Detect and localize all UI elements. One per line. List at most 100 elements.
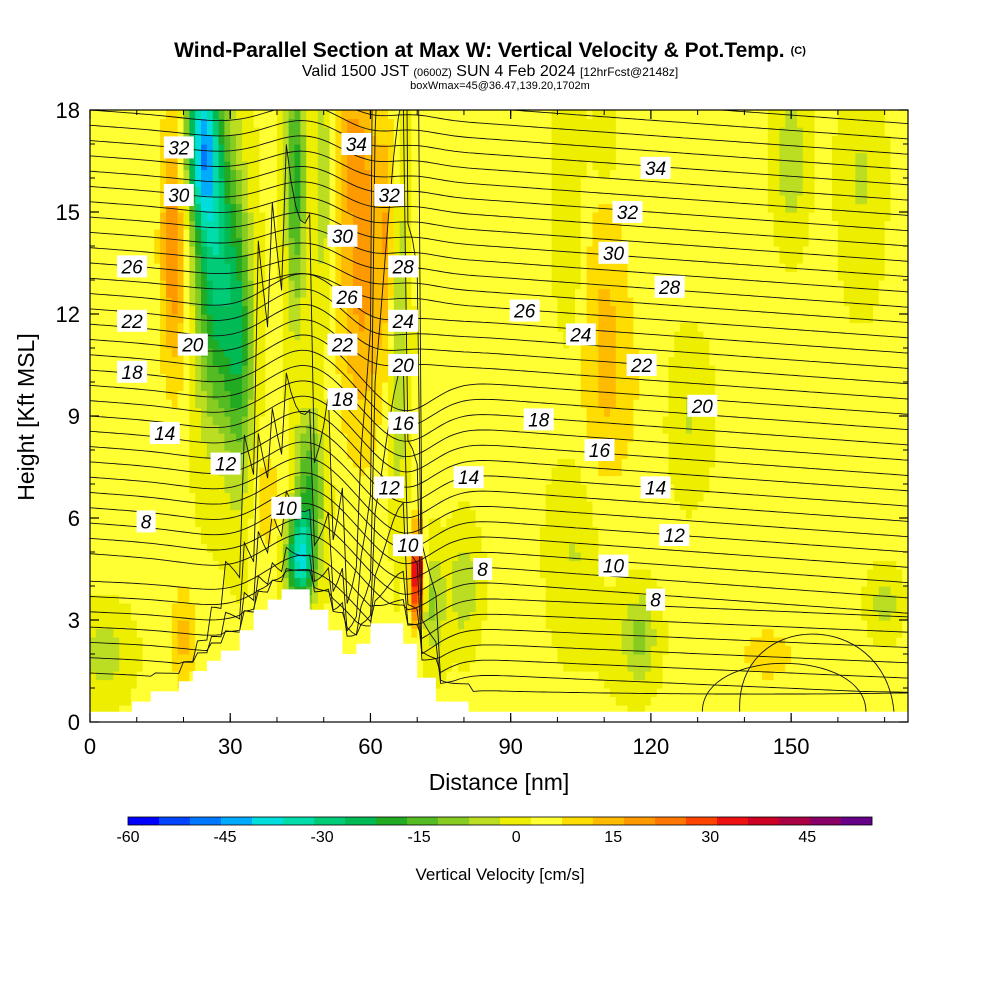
w-cell bbox=[113, 543, 120, 553]
w-cell bbox=[247, 424, 255, 434]
w-cell bbox=[352, 280, 360, 290]
w-cell bbox=[224, 195, 231, 205]
w-cell bbox=[177, 407, 185, 417]
w-cell bbox=[440, 280, 448, 290]
w-cell bbox=[317, 280, 325, 290]
w-cell bbox=[113, 246, 120, 256]
w-cell bbox=[171, 229, 179, 239]
w-cell bbox=[271, 441, 278, 451]
w-cell bbox=[335, 577, 342, 587]
w-cell bbox=[206, 305, 214, 315]
w-cell bbox=[241, 118, 249, 128]
w-cell bbox=[206, 654, 214, 664]
w-cell bbox=[288, 552, 296, 562]
w-cell bbox=[165, 322, 173, 332]
w-cell bbox=[475, 373, 483, 383]
w-cell bbox=[259, 390, 266, 400]
w-cell bbox=[382, 339, 389, 349]
w-cell bbox=[259, 492, 266, 502]
w-cell bbox=[212, 433, 220, 443]
w-cell bbox=[469, 212, 477, 222]
w-cell bbox=[177, 535, 185, 545]
w-cell bbox=[206, 645, 214, 655]
w-cell bbox=[171, 110, 179, 120]
w-cell bbox=[440, 373, 448, 383]
w-cell bbox=[101, 671, 109, 681]
w-cell bbox=[276, 458, 284, 468]
w-cell bbox=[434, 399, 442, 409]
w-cell bbox=[241, 212, 249, 222]
w-cell bbox=[183, 382, 190, 392]
w-cell bbox=[95, 305, 103, 315]
w-cell bbox=[317, 586, 325, 596]
w-cell bbox=[463, 628, 471, 638]
w-cell bbox=[160, 535, 167, 545]
w-cell bbox=[282, 467, 290, 477]
w-cell bbox=[95, 110, 103, 120]
w-cell bbox=[195, 535, 202, 545]
w-cell bbox=[358, 246, 366, 256]
w-cell bbox=[201, 280, 208, 290]
w-cell bbox=[241, 586, 249, 596]
w-cell bbox=[306, 246, 313, 256]
w-cell bbox=[300, 382, 307, 392]
w-cell bbox=[434, 161, 442, 171]
w-cell bbox=[335, 118, 342, 128]
w-cell bbox=[440, 671, 448, 681]
w-cell bbox=[312, 594, 319, 604]
w-cell bbox=[259, 169, 266, 179]
w-cell bbox=[475, 501, 483, 511]
w-cell bbox=[201, 501, 208, 511]
w-cell bbox=[95, 186, 103, 196]
w-cell bbox=[125, 535, 132, 545]
w-cell bbox=[107, 569, 114, 579]
w-cell bbox=[154, 416, 161, 426]
w-cell bbox=[247, 339, 255, 349]
w-cell bbox=[201, 203, 208, 213]
w-cell bbox=[90, 501, 97, 511]
w-cell bbox=[95, 441, 103, 451]
w-cell bbox=[312, 399, 319, 409]
w-cell bbox=[423, 271, 430, 281]
w-cell bbox=[282, 382, 290, 392]
w-cell bbox=[189, 577, 196, 587]
w-cell bbox=[481, 356, 488, 366]
w-cell bbox=[119, 688, 126, 698]
w-cell bbox=[428, 288, 436, 298]
w-cell bbox=[171, 518, 179, 528]
w-cell bbox=[130, 416, 138, 426]
w-cell bbox=[469, 263, 477, 273]
w-cell bbox=[154, 161, 161, 171]
w-cell bbox=[160, 526, 167, 536]
w-cell bbox=[195, 424, 202, 434]
w-cell bbox=[428, 322, 436, 332]
w-cell bbox=[481, 645, 488, 655]
w-cell bbox=[469, 322, 477, 332]
w-cell bbox=[399, 441, 407, 451]
w-cell bbox=[230, 169, 237, 179]
w-cell bbox=[259, 424, 266, 434]
w-cell bbox=[294, 382, 301, 392]
w-cell bbox=[347, 535, 354, 545]
w-cell bbox=[154, 212, 161, 222]
w-cell bbox=[265, 118, 272, 128]
w-cell bbox=[411, 509, 418, 519]
w-cell bbox=[107, 688, 114, 698]
w-cell bbox=[183, 416, 190, 426]
w-cell bbox=[335, 475, 342, 485]
w-cell bbox=[294, 552, 301, 562]
w-cell bbox=[481, 611, 488, 621]
w-cell bbox=[136, 450, 144, 460]
w-cell bbox=[463, 280, 471, 290]
w-cell bbox=[347, 492, 354, 502]
w-cell bbox=[271, 178, 278, 188]
w-cell bbox=[463, 526, 471, 536]
w-cell bbox=[206, 110, 214, 120]
w-cell bbox=[201, 186, 208, 196]
w-cell bbox=[487, 127, 494, 137]
w-cell bbox=[101, 169, 109, 179]
w-cell bbox=[224, 518, 231, 528]
w-cell bbox=[475, 152, 483, 162]
w-cell bbox=[183, 305, 190, 315]
w-cell bbox=[107, 509, 114, 519]
